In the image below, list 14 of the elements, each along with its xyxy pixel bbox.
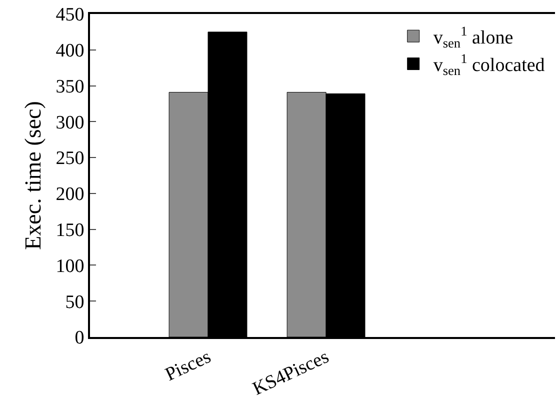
y-tick-label: 350 <box>56 76 84 98</box>
y-tick-label: 400 <box>56 40 84 62</box>
y-tick-label: 50 <box>65 292 84 313</box>
y-tick-label: 0 <box>74 328 84 349</box>
y-tick-label: 300 <box>56 112 84 134</box>
y-tick-label: 100 <box>56 256 84 277</box>
y-tick-label: 200 <box>56 184 84 206</box>
x-tick-label: Pisces <box>162 346 214 386</box>
legend-label: v$_{sen}$$^{1}$ colocated <box>433 51 546 78</box>
y-axis-title: Exec. time (sec) <box>20 101 46 250</box>
y-tick-label: 150 <box>56 220 84 241</box>
y-tick-label: 250 <box>56 148 84 170</box>
y-tick-label: 450 <box>56 4 84 26</box>
legend-label: v$_{sen}$$^{1}$ alone <box>433 24 514 50</box>
